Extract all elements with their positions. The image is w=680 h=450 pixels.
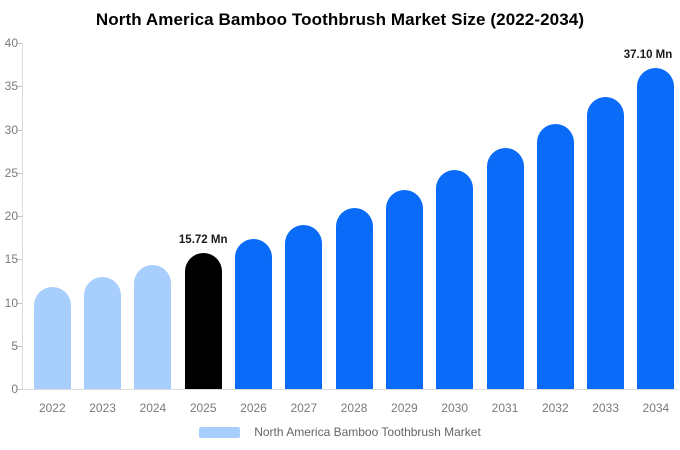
x-axis-label-2032: 2032 [541, 401, 569, 415]
bar-2033[interactable] [587, 97, 625, 389]
y-tick-mark [17, 86, 22, 88]
y-tick-mark [17, 43, 22, 44]
legend-swatch-icon [199, 426, 241, 438]
y-tick-mark [17, 345, 22, 347]
y-tick-label: 20 [4, 209, 18, 223]
bar-2034[interactable] [637, 68, 675, 389]
chart-title: North America Bamboo Toothbrush Market S… [95, 10, 585, 29]
bar-2031[interactable] [486, 147, 524, 389]
x-axis-label-2029: 2029 [391, 401, 418, 415]
y-tick-mark [17, 259, 22, 261]
y-tick-label: 30 [4, 122, 18, 137]
bar-2024[interactable] [134, 265, 172, 389]
bar-2027[interactable] [285, 224, 323, 389]
y-tick-mark [17, 389, 22, 390]
bar-2022[interactable] [33, 286, 71, 389]
data-label-2025: 15.72 Mn [178, 234, 228, 247]
y-tick-label: 0 [11, 382, 18, 396]
x-axis-label-2028: 2028 [340, 401, 368, 415]
y-tick-label: 5 [11, 338, 18, 353]
x-axis-label-2026: 2026 [240, 401, 267, 415]
x-axis-label-2025: 2025 [189, 401, 217, 415]
legend-label: North America Bamboo Toothbrush Market [254, 425, 481, 439]
legend: North America Bamboo Toothbrush Market [0, 425, 680, 439]
y-tick-mark [17, 216, 22, 217]
bar-2023[interactable] [84, 276, 122, 389]
bar-2030[interactable] [436, 170, 474, 389]
y-tick-mark [17, 302, 22, 304]
x-axis-label-2030: 2030 [441, 401, 469, 415]
x-axis-label-2027: 2027 [290, 401, 318, 415]
x-axis-line [22, 389, 678, 390]
x-axis-label-2023: 2023 [89, 401, 116, 415]
x-axis-label-2024: 2024 [139, 401, 167, 415]
y-tick-label: 25 [4, 165, 18, 180]
y-tick-label: 10 [4, 295, 18, 310]
y-tick-label: 15 [4, 252, 18, 267]
bar-2029[interactable] [385, 190, 423, 389]
data-label-2034: 37.10 Mn [623, 49, 673, 62]
x-axis-label-2022: 2022 [38, 401, 66, 415]
y-tick-label: 40 [4, 36, 18, 50]
bar-2028[interactable] [335, 208, 373, 389]
bar-2032[interactable] [536, 124, 574, 389]
y-tick-mark [17, 129, 22, 131]
bar-2026[interactable] [235, 239, 272, 389]
x-axis-label-2033: 2033 [592, 401, 619, 415]
y-axis-line [22, 43, 23, 389]
x-axis-label-2031: 2031 [491, 401, 519, 415]
bar-2025[interactable] [184, 253, 222, 389]
legend-item[interactable]: North America Bamboo Toothbrush Market [199, 425, 481, 439]
y-tick-label: 35 [4, 79, 18, 94]
x-axis-label-2034: 2034 [642, 401, 670, 415]
y-tick-mark [17, 172, 22, 174]
